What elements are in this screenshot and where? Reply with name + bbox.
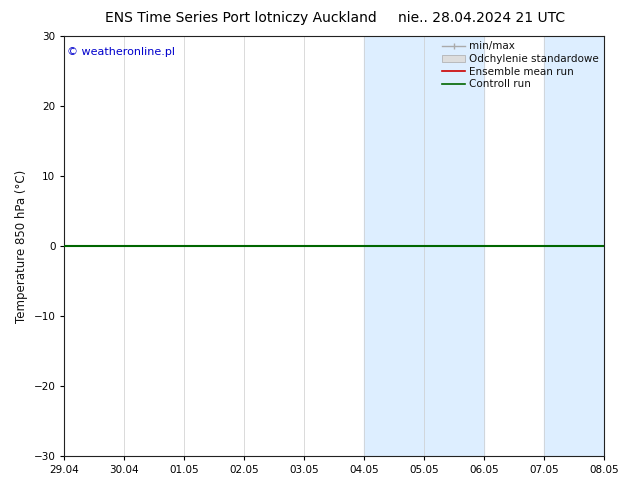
Bar <box>365 36 424 456</box>
Bar <box>424 36 484 456</box>
Bar <box>544 36 604 456</box>
Legend: min/max, Odchylenie standardowe, Ensemble mean run, Controll run: min/max, Odchylenie standardowe, Ensembl… <box>440 39 601 91</box>
Text: nie.. 28.04.2024 21 UTC: nie.. 28.04.2024 21 UTC <box>398 11 566 25</box>
Text: ENS Time Series Port lotniczy Auckland: ENS Time Series Port lotniczy Auckland <box>105 11 377 25</box>
Text: © weatheronline.pl: © weatheronline.pl <box>67 47 175 57</box>
Y-axis label: Temperature 850 hPa (°C): Temperature 850 hPa (°C) <box>15 170 28 323</box>
